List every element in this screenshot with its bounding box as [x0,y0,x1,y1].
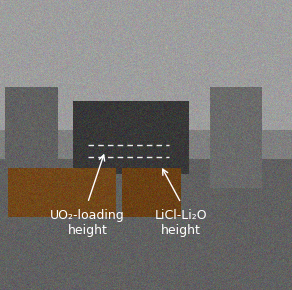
Text: UO₂-loading
height: UO₂-loading height [50,209,125,237]
Text: LiCl-Li₂O
height: LiCl-Li₂O height [155,209,207,237]
